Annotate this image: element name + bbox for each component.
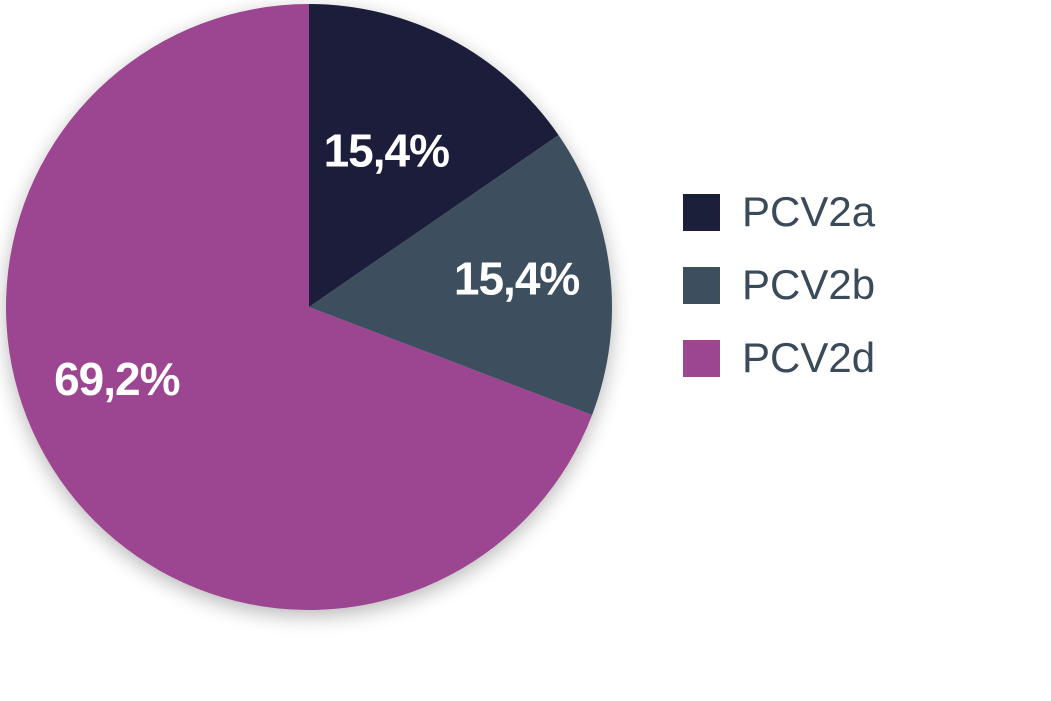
legend-item-pcv2d: PCV2d (683, 334, 875, 382)
pie-slices (5, 4, 612, 610)
legend: PCV2a PCV2b PCV2d (683, 188, 875, 407)
slice-label-pcv2d: 69,2% (54, 353, 180, 405)
legend-label: PCV2d (742, 334, 876, 381)
legend-swatch-pcv2a (683, 193, 720, 231)
legend-label: PCV2b (742, 261, 876, 308)
slice-label-pcv2b: 15,4% (454, 252, 580, 304)
legend-swatch-pcv2d (683, 339, 720, 377)
legend-swatch-pcv2b (683, 266, 720, 304)
legend-item-pcv2a: PCV2a (683, 188, 875, 236)
pie-slice-labels: 15,4% 15,4% 69,2% (54, 124, 580, 405)
legend-item-pcv2b: PCV2b (683, 261, 875, 309)
legend-label: PCV2a (742, 188, 876, 235)
pie-slice-pcv2b (309, 135, 612, 415)
slice-label-pcv2a: 15,4% (324, 124, 450, 176)
pie-slice-pcv2a (309, 4, 559, 307)
pie-slice-pcv2d (5, 4, 593, 610)
